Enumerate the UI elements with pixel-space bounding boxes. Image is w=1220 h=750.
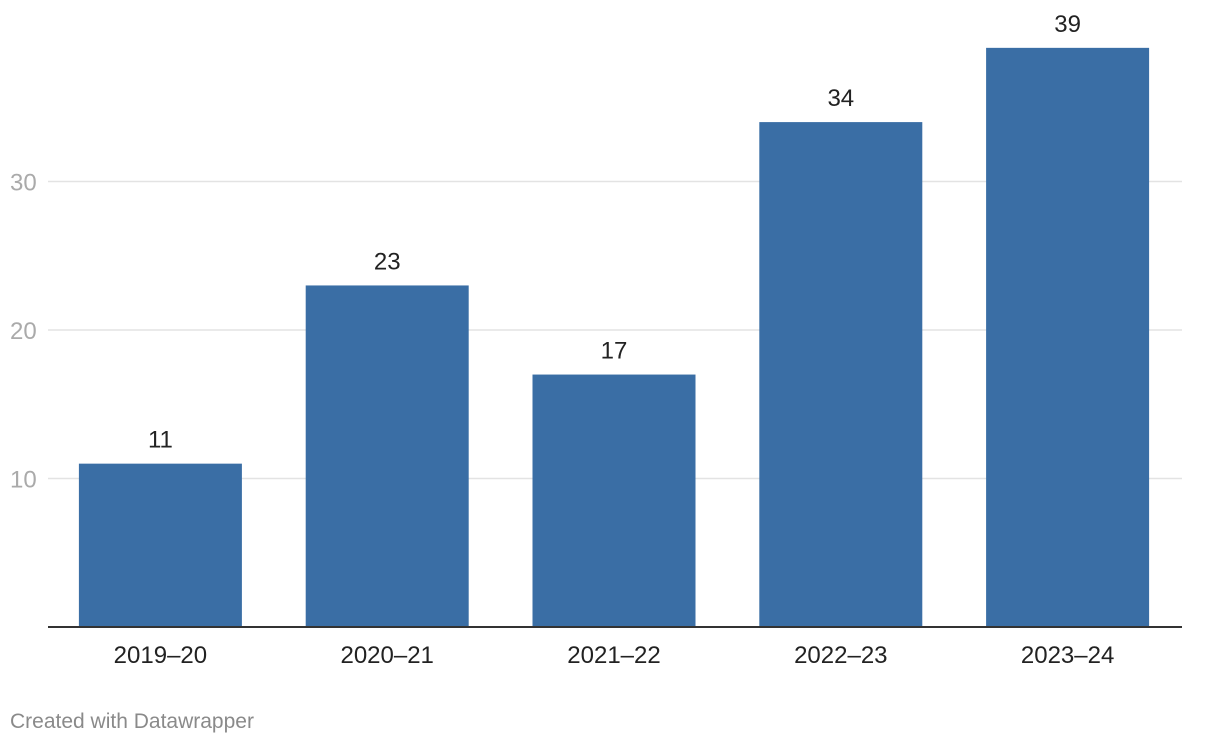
bar <box>532 374 696 627</box>
bar-value-label: 39 <box>1054 11 1081 38</box>
bars <box>78 47 1150 628</box>
y-tick-label: 20 <box>10 318 37 345</box>
x-tick-label: 2023–24 <box>1021 642 1114 669</box>
x-tick-label: 2022–23 <box>794 642 887 669</box>
y-tick-label: 10 <box>10 467 37 494</box>
y-tick-label: 30 <box>10 170 37 197</box>
x-tick-label: 2020–21 <box>340 642 433 669</box>
x-axis: 2019–20 2020–21 2021–22 2022–23 2023–24 <box>114 642 1115 669</box>
bar <box>305 285 469 627</box>
datawrapper-credit[interactable]: Created with Datawrapper <box>10 710 254 733</box>
x-tick-label: 2021–22 <box>567 642 660 669</box>
bar <box>986 47 1150 628</box>
bar <box>78 463 242 627</box>
bar <box>759 122 923 627</box>
data-labels: 11 23 17 34 39 <box>148 11 1081 454</box>
y-axis: 10 20 30 <box>10 170 37 494</box>
bar-value-label: 11 <box>148 427 173 454</box>
bar-value-label: 34 <box>827 85 854 112</box>
bar-value-label: 23 <box>374 248 401 275</box>
bar-value-label: 17 <box>601 338 628 365</box>
x-tick-label: 2019–20 <box>114 642 207 669</box>
